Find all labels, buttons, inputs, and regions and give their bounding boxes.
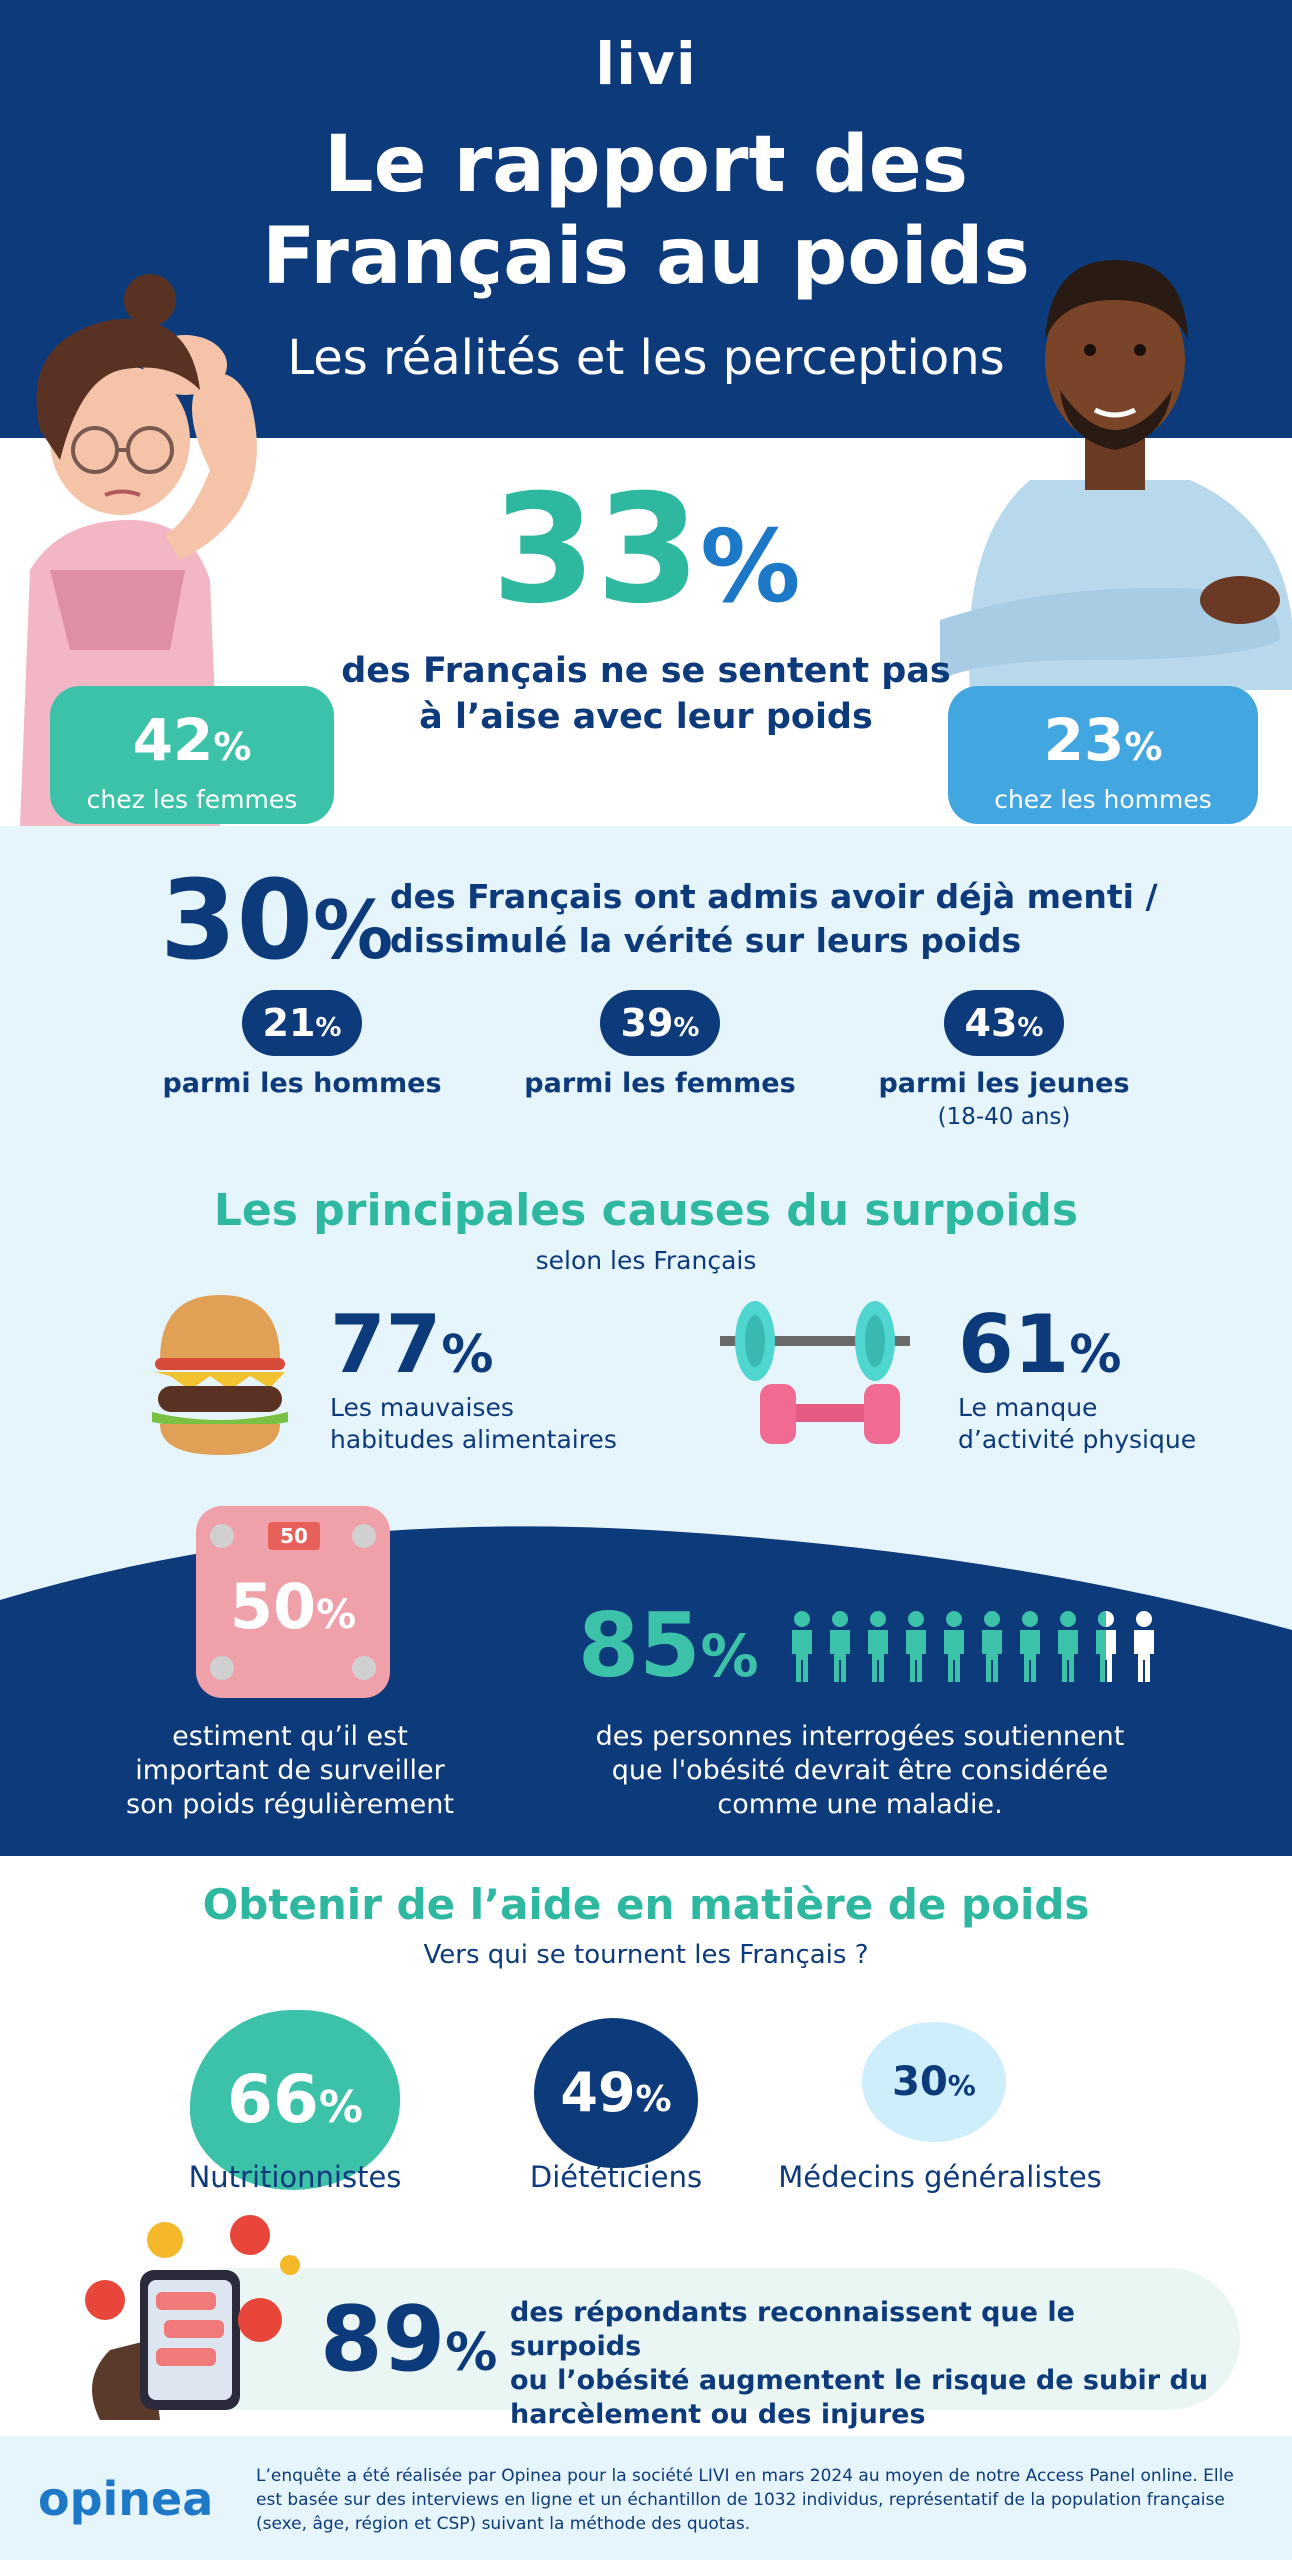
page-title-line2: Français au poids xyxy=(262,212,1030,302)
scale-icon: 50 xyxy=(196,1506,390,1698)
stat-50-description: estiment qu’il est important de surveill… xyxy=(126,1721,454,1820)
footer-methodology: L’enquête a été réalisée par Opinea pour… xyxy=(256,2466,1234,2534)
stat-85-description: des personnes interrogées soutiennent qu… xyxy=(595,1721,1125,1820)
page-subtitle: Les réalités et les perceptions xyxy=(287,330,1005,386)
stat-30-description: des Français ont admis avoir déjà menti … xyxy=(390,877,1158,960)
person-icon xyxy=(1020,1611,1040,1682)
young-lying-pill: 43% xyxy=(944,990,1064,1056)
young-lying-label: parmi les jeunes xyxy=(878,1068,1130,1099)
person-icon xyxy=(1134,1611,1154,1682)
scale-foot xyxy=(352,1656,376,1680)
women-stat-card: 42% chez les femmes xyxy=(50,686,334,824)
cause-activity-label: Le manque d’activité physique xyxy=(958,1393,1197,1454)
young-age-range: (18-40 ans) xyxy=(937,1104,1071,1130)
people-icons xyxy=(792,1611,1154,1682)
dieticians-label: Diététiciens xyxy=(529,2160,703,2194)
burger-icon xyxy=(152,1295,288,1455)
help-subtitle: Vers qui se tournent les Français ? xyxy=(423,1940,869,1970)
stat-89-description: des répondants reconnaissent que le surp… xyxy=(510,2297,1209,2430)
harassment-card xyxy=(150,2268,1240,2410)
cause-activity-value: 61% xyxy=(958,1298,1122,1391)
person-icon-half xyxy=(1096,1611,1106,1682)
stat-89-percent: 89% xyxy=(320,2287,498,2392)
person-icon xyxy=(944,1611,964,1682)
scale-foot xyxy=(352,1524,376,1548)
stat-33-percent: 33% xyxy=(491,463,801,637)
stat-85-percent: 85% xyxy=(578,1594,759,1697)
stat-50-percent: 50% xyxy=(229,1570,357,1643)
cause-food-value: 77% xyxy=(330,1298,494,1391)
women-stat-label: chez les femmes xyxy=(86,785,298,814)
help-title: Obtenir de l’aide en matière de poids xyxy=(202,1880,1090,1929)
stat-33-description: des Français ne se sentent pas à l’aise … xyxy=(341,651,951,737)
person-icon xyxy=(1058,1611,1078,1682)
causes-subtitle: selon les Français xyxy=(535,1246,757,1275)
opinea-logo: opinea xyxy=(38,2472,214,2526)
page-title-line1: Le rapport des xyxy=(323,120,969,210)
stat-30-percent: 30% xyxy=(160,856,394,984)
footer xyxy=(0,2436,1292,2560)
nutritionists-blob: 66% xyxy=(190,2010,400,2190)
scale-foot xyxy=(210,1524,234,1548)
scale-foot xyxy=(210,1656,234,1680)
dieticians-blob: 49% xyxy=(534,2018,698,2168)
gp-label: Médecins généralistes xyxy=(778,2160,1102,2194)
men-stat-value: 23 xyxy=(1043,706,1125,774)
men-stat-card: 23% chez les hommes xyxy=(948,686,1258,824)
causes-title: Les principales causes du surpoids xyxy=(213,1185,1079,1236)
person-icon xyxy=(792,1611,812,1682)
person-icon xyxy=(830,1611,850,1682)
women-stat-value: 42 xyxy=(132,706,214,774)
gp-blob: 30% xyxy=(862,2022,1006,2142)
men-stat-label: chez les hommes xyxy=(994,785,1212,814)
women-lying-label: parmi les femmes xyxy=(524,1068,796,1099)
men-lying-pill: 21% xyxy=(242,990,362,1056)
livi-logo: livi xyxy=(595,30,697,98)
dumbbell-icon xyxy=(720,1301,910,1444)
cause-food-label: Les mauvaises habitudes alimentaires xyxy=(330,1393,617,1454)
person-icon xyxy=(906,1611,926,1682)
person-icon xyxy=(982,1611,1002,1682)
men-lying-label: parmi les hommes xyxy=(162,1068,442,1099)
phone-emoji-icon xyxy=(85,2215,300,2420)
women-lying-pill: 39% xyxy=(600,990,720,1056)
scale-display: 50 xyxy=(268,1522,320,1550)
man-illustration xyxy=(940,260,1292,690)
person-icon xyxy=(868,1611,888,1682)
nutritionists-label: Nutritionnistes xyxy=(188,2160,402,2194)
